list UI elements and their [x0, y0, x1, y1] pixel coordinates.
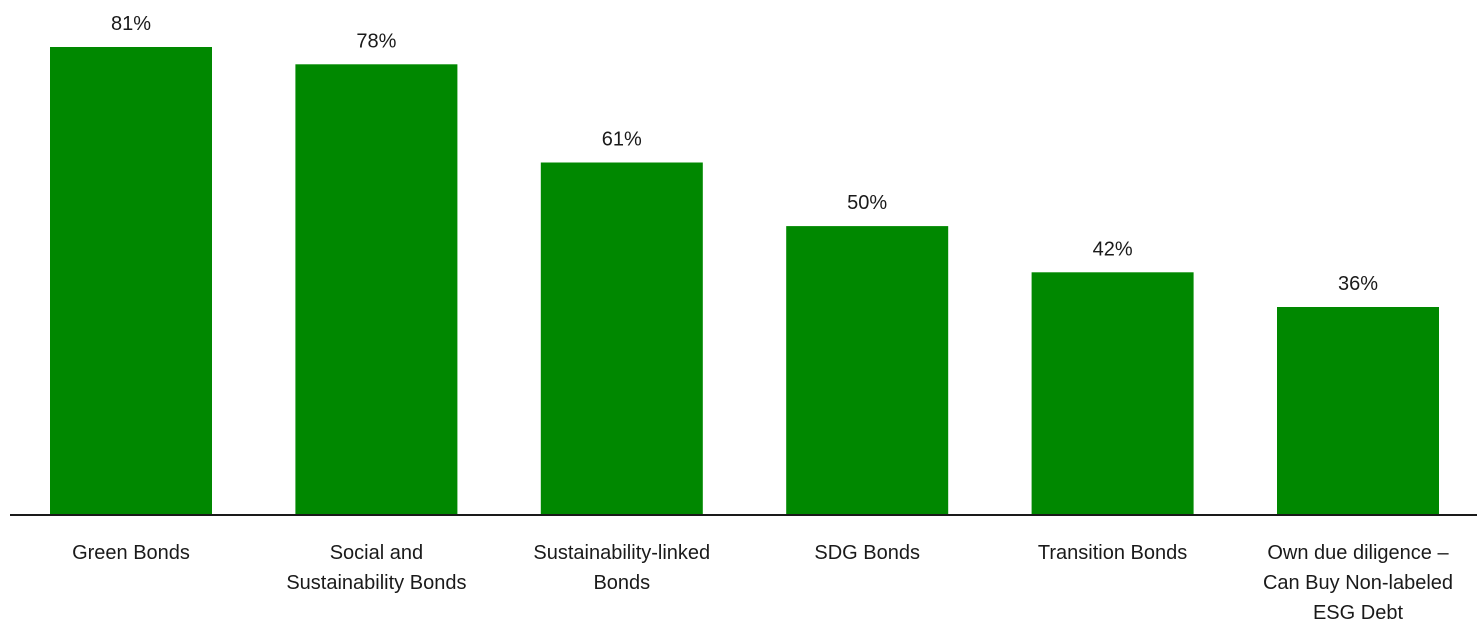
- category-label-3: SDG Bonds: [814, 542, 920, 564]
- category-labels-group: Green Bonds Social and Sustainability Bond…: [72, 542, 1453, 624]
- bar-5: [1277, 307, 1439, 515]
- bar-1: [295, 64, 458, 516]
- category-label-1-line-0: Social and: [330, 542, 423, 564]
- bar-2: [540, 162, 703, 515]
- bar-3: [786, 226, 949, 515]
- category-label-0-line-0: Green Bonds: [72, 542, 190, 564]
- value-label-0: 81%: [111, 13, 151, 35]
- category-label-5-line-2: ESG Debt: [1313, 602, 1403, 624]
- bars-group: [50, 47, 1439, 516]
- category-label-2-line-1: Bonds: [593, 572, 650, 594]
- category-label-5: Own due diligence – Can Buy Non-labeled ES…: [1263, 542, 1453, 624]
- category-label-0: Green Bonds: [72, 542, 190, 564]
- category-label-2: Sustainability-linked Bonds: [533, 542, 710, 594]
- value-label-2: 61%: [602, 129, 642, 151]
- category-label-1-line-1: Sustainability Bonds: [286, 572, 466, 594]
- category-label-4-line-0: Transition Bonds: [1038, 542, 1187, 564]
- category-label-5-line-0: Own due diligence –: [1267, 542, 1449, 564]
- bar-0: [50, 47, 212, 515]
- category-label-5-line-1: Can Buy Non-labeled: [1263, 572, 1453, 594]
- category-label-4: Transition Bonds: [1038, 542, 1187, 564]
- value-label-4: 42%: [1093, 238, 1133, 260]
- value-label-3: 50%: [847, 192, 887, 214]
- value-label-5: 36%: [1338, 273, 1378, 295]
- value-label-1: 78%: [356, 30, 396, 52]
- category-label-2-line-0: Sustainability-linked: [533, 542, 710, 564]
- category-label-3-line-0: SDG Bonds: [814, 542, 920, 564]
- value-labels-group: 81% 78% 61% 50% 42% 36%: [111, 13, 1378, 295]
- category-label-1: Social and Sustainability Bonds: [286, 542, 466, 594]
- bar-4: [1031, 272, 1194, 515]
